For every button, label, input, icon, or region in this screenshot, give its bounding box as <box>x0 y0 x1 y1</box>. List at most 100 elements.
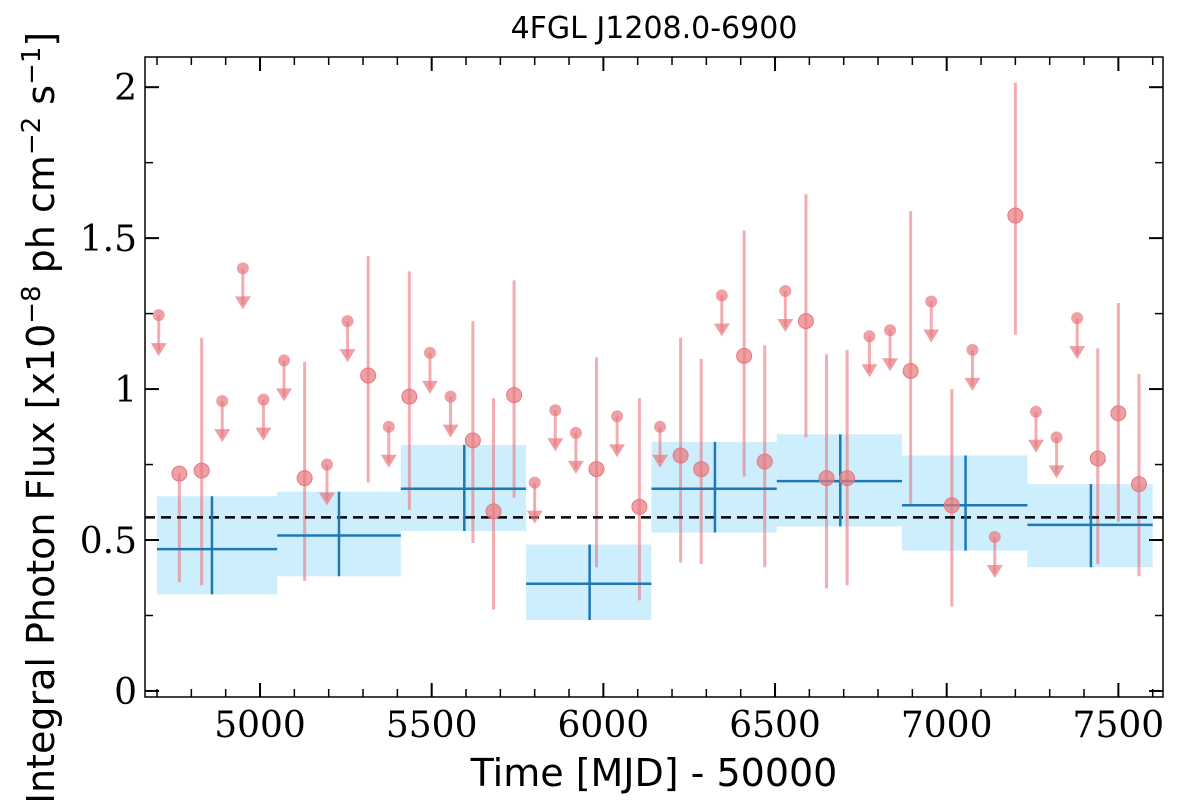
short-bin-point <box>756 453 773 470</box>
upper-limit-arrow <box>1069 346 1086 360</box>
upper-limit-marker <box>569 426 582 439</box>
short-bin-point <box>693 461 710 478</box>
long-bin-error-bars <box>157 434 1153 621</box>
plot-frame <box>144 56 1164 698</box>
short-bin-markers <box>150 207 1147 578</box>
upper-limit-arrow <box>1048 465 1065 479</box>
short-bin-point <box>672 447 689 464</box>
upper-limit-arrow <box>255 427 272 441</box>
x-tick-label: 5000 <box>214 705 306 746</box>
x-tick-label: 7000 <box>901 705 993 746</box>
upper-limit-marker <box>611 410 624 423</box>
y-axis-label-part3: s <box>19 85 63 117</box>
y-axis-label-exp3: −1 <box>17 47 47 85</box>
upper-limit-arrow <box>1027 439 1044 453</box>
short-bin-point <box>902 362 919 379</box>
y-tick-label: 0 <box>114 672 137 713</box>
upper-limit-marker <box>278 354 291 367</box>
upper-limit-marker <box>528 476 541 489</box>
upper-limit-marker <box>925 295 938 308</box>
short-bin-point <box>1007 207 1024 224</box>
short-bin-point <box>1110 405 1127 422</box>
short-bin-point <box>797 313 814 330</box>
short-bin-point <box>818 470 835 487</box>
upper-limit-marker <box>320 458 333 471</box>
upper-limit-marker <box>1071 312 1084 325</box>
upper-limit-marker <box>715 289 728 302</box>
upper-limit-marker <box>257 393 270 406</box>
upper-limit-marker <box>423 346 436 359</box>
long-bin-bands <box>157 434 1153 621</box>
x-tick-label: 5500 <box>386 705 478 746</box>
upper-limit-marker <box>1029 405 1042 418</box>
y-tick-labels: 0 0.5 1 1.5 2 <box>80 68 137 713</box>
upper-limit-arrow <box>652 454 669 468</box>
upper-limit-arrow <box>214 429 231 443</box>
y-tick-label: 1 <box>114 370 137 411</box>
short-bin-point <box>943 497 960 514</box>
upper-limit-arrow <box>421 380 438 394</box>
short-bin-point <box>1130 476 1147 493</box>
upper-limit-arrow <box>234 296 251 310</box>
short-bin-point <box>839 470 856 487</box>
y-axis-label-part2: ph cm <box>19 155 63 285</box>
upper-limit-arrow <box>713 323 730 337</box>
upper-limit-arrow <box>380 454 397 468</box>
upper-limit-arrow <box>777 318 794 332</box>
x-axis-label: Time [MJD] - 50000 <box>470 751 838 795</box>
upper-limit-arrow <box>339 349 356 363</box>
upper-limit-marker <box>1050 431 1063 444</box>
upper-limit-arrow <box>567 460 584 474</box>
upper-limit-arrow <box>609 444 626 458</box>
upper-limit-marker <box>549 404 562 417</box>
short-bin-point <box>485 503 502 520</box>
upper-limit-arrow <box>547 438 564 452</box>
y-tick-label: 1.5 <box>80 219 137 260</box>
upper-limit-marker <box>863 330 876 343</box>
upper-limit-arrow <box>442 424 459 438</box>
upper-limit-marker <box>152 309 165 322</box>
y-axis-label-exp1: −8 <box>17 285 47 323</box>
upper-limit-marker <box>779 284 792 297</box>
y-axis-label: Integral Photon Flux [x10−8 ph cm−2 s−1] <box>17 32 63 800</box>
upper-limit-marker <box>341 315 354 328</box>
axis-ticks <box>145 57 1163 697</box>
upper-limit-arrow <box>861 364 878 378</box>
upper-limit-marker <box>216 395 229 408</box>
chart-title: 4FGL J1208.0-6900 <box>511 11 798 46</box>
upper-limit-marker <box>444 390 457 403</box>
x-tick-label: 6500 <box>729 705 821 746</box>
upper-limit-marker <box>382 420 395 433</box>
upper-limit-arrow <box>526 510 543 524</box>
upper-limit-arrow <box>276 388 293 402</box>
upper-limit-marker <box>654 420 667 433</box>
short-bin-point <box>588 461 605 478</box>
x-tick-label: 6000 <box>558 705 650 746</box>
upper-limit-arrow <box>882 358 899 372</box>
short-bin-point <box>171 465 188 482</box>
y-axis-label-exp2: −2 <box>17 117 47 155</box>
upper-limit-marker <box>236 262 249 275</box>
short-bin-point <box>360 367 377 384</box>
y-tick-label: 2 <box>114 68 137 109</box>
short-bin-point <box>1089 450 1106 467</box>
upper-limit-marker <box>988 531 1001 543</box>
short-bin-point <box>193 462 210 479</box>
short-bin-point <box>401 388 418 405</box>
upper-limit-marker <box>884 324 897 337</box>
x-tick-label: 7500 <box>1073 705 1165 746</box>
y-tick-label: 0.5 <box>80 521 137 562</box>
y-axis-label-part4: ] <box>19 32 63 47</box>
upper-limit-arrow <box>986 565 1003 578</box>
upper-limit-arrow <box>318 492 335 506</box>
short-bin-point <box>736 347 753 364</box>
short-bin-point <box>296 470 313 487</box>
upper-limit-arrow <box>923 329 940 343</box>
upper-limit-arrow <box>964 377 981 391</box>
short-bin-point <box>506 387 523 404</box>
x-tick-labels: 5000 5500 6000 6500 7000 7500 <box>214 705 1164 746</box>
upper-limit-marker <box>966 343 979 356</box>
short-bin-point <box>631 498 648 515</box>
y-axis-label-part1: Integral Photon Flux [x10 <box>19 324 63 800</box>
